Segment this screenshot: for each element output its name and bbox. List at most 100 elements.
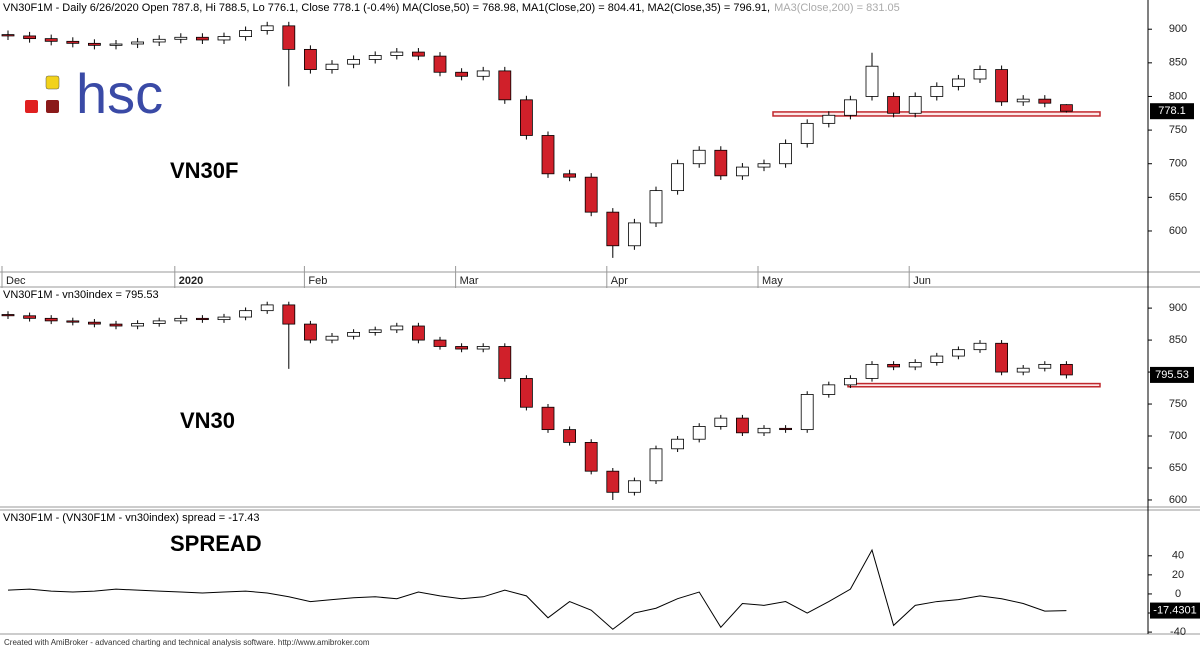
candle-body bbox=[865, 65, 879, 97]
x-tick-label: Jun bbox=[913, 275, 931, 287]
candle-body bbox=[109, 43, 123, 46]
candle-body bbox=[174, 317, 188, 322]
candle-body bbox=[520, 99, 533, 136]
support-zone bbox=[847, 382, 1101, 388]
candle-body bbox=[1060, 104, 1073, 112]
candle-body bbox=[390, 325, 404, 331]
candle-body bbox=[995, 342, 1008, 373]
candle-body bbox=[714, 149, 728, 177]
candle-body bbox=[606, 470, 620, 493]
candle-body bbox=[131, 41, 145, 45]
candle-body bbox=[260, 304, 274, 312]
support-zone bbox=[772, 111, 1101, 117]
candle-body bbox=[628, 222, 641, 247]
last-value-box bbox=[1150, 602, 1200, 619]
logo-square bbox=[45, 75, 60, 90]
y-tick-label: 800 bbox=[1169, 90, 1187, 102]
candle-body bbox=[109, 323, 123, 327]
panel-title: VN30F1M - vn30index = 795.53 bbox=[3, 289, 159, 301]
candle-body bbox=[606, 211, 620, 247]
y-tick-label: -40 bbox=[1170, 626, 1186, 638]
candle-body bbox=[498, 70, 512, 101]
candle-body bbox=[152, 320, 166, 324]
candle-body bbox=[260, 25, 274, 31]
candle-body bbox=[692, 149, 706, 165]
last-value-box bbox=[1150, 103, 1194, 120]
y-tick-label: 650 bbox=[1169, 462, 1187, 474]
candle-body bbox=[908, 362, 922, 368]
candle-body bbox=[476, 346, 490, 350]
candle-body bbox=[757, 427, 771, 434]
candle-body bbox=[1060, 363, 1073, 376]
panel-label: SPREAD bbox=[170, 531, 262, 556]
candle-body bbox=[325, 63, 339, 70]
x-tick-label: Dec bbox=[6, 275, 26, 287]
y-tick-label: 20 bbox=[1172, 569, 1184, 581]
candle-body bbox=[23, 315, 37, 319]
candle-body bbox=[217, 36, 231, 41]
candle-body bbox=[671, 163, 684, 192]
candle-body bbox=[433, 55, 447, 73]
candle-body bbox=[1038, 98, 1052, 104]
panel-title: VN30F1M - (VN30F1M - vn30index) spread =… bbox=[3, 512, 259, 524]
candle-body bbox=[779, 143, 792, 165]
candle-body bbox=[584, 442, 598, 472]
y-tick-label: 650 bbox=[1169, 191, 1187, 203]
y-tick-label: 750 bbox=[1169, 398, 1187, 410]
x-tick-label: 2020 bbox=[179, 275, 203, 287]
candle-body bbox=[952, 78, 965, 87]
candle-body bbox=[563, 429, 576, 443]
y-tick-label: 40 bbox=[1172, 550, 1184, 562]
candle-body bbox=[66, 320, 80, 323]
panel-label: VN30 bbox=[180, 408, 235, 433]
candle-body bbox=[282, 25, 296, 50]
candle-body bbox=[455, 71, 469, 77]
candle-body bbox=[282, 304, 296, 325]
y-tick-label: 700 bbox=[1169, 158, 1187, 170]
candle-body bbox=[541, 135, 555, 175]
candle-body bbox=[66, 40, 80, 44]
y-tick-label: 750 bbox=[1169, 124, 1187, 136]
candle-body bbox=[584, 176, 598, 213]
candle-body bbox=[671, 438, 684, 450]
candle-body bbox=[1016, 98, 1030, 103]
candle-body bbox=[88, 321, 101, 325]
y-tick-label: 600 bbox=[1169, 494, 1187, 506]
candle-body bbox=[347, 59, 361, 65]
candle-body bbox=[195, 36, 209, 41]
candle-body bbox=[368, 329, 382, 333]
candle-body bbox=[325, 335, 339, 341]
candle-body bbox=[649, 190, 663, 224]
last-value-label: 795.53 bbox=[1155, 369, 1189, 381]
logo-icon bbox=[25, 75, 60, 113]
candle-body bbox=[88, 42, 101, 46]
candle-body bbox=[649, 448, 663, 482]
candle-body bbox=[800, 122, 814, 144]
candle-body bbox=[433, 339, 447, 347]
candle-body bbox=[347, 332, 361, 337]
candle-body bbox=[44, 38, 58, 42]
candle-body bbox=[239, 30, 253, 38]
x-tick-label: Feb bbox=[308, 275, 327, 287]
candle-body bbox=[779, 427, 792, 431]
y-tick-label: 850 bbox=[1169, 57, 1187, 69]
candle-body bbox=[995, 69, 1008, 103]
candle-body bbox=[822, 114, 836, 124]
spread-line bbox=[7, 548, 1067, 630]
y-tick-label: 0 bbox=[1175, 588, 1181, 600]
y-tick-label: 850 bbox=[1169, 334, 1187, 346]
candle-body bbox=[1038, 363, 1052, 369]
candle-body bbox=[844, 99, 857, 116]
candle-body bbox=[195, 317, 209, 321]
candle-body bbox=[930, 355, 944, 363]
candle-body bbox=[498, 346, 512, 379]
candle-body bbox=[368, 55, 382, 60]
y-tick-label: 900 bbox=[1169, 23, 1187, 35]
candle-body bbox=[757, 163, 771, 168]
candle-body bbox=[520, 378, 533, 408]
candle-body bbox=[930, 85, 944, 97]
candle-body bbox=[455, 346, 469, 350]
candle-body bbox=[411, 51, 425, 57]
